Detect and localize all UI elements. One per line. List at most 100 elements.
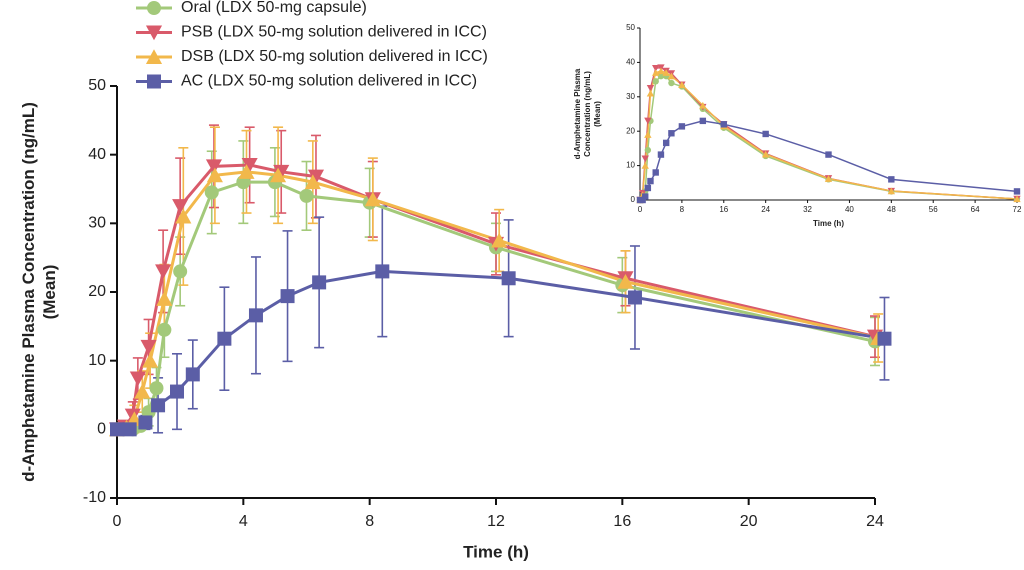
- marker: [646, 89, 655, 97]
- legend-marker: [145, 49, 163, 64]
- y-axis-label: d-Amphetamine Plasma: [573, 68, 582, 159]
- marker: [652, 78, 659, 85]
- y-tick-label: 20: [88, 283, 106, 300]
- series-line: [117, 269, 885, 431]
- marker: [652, 169, 659, 176]
- x-tick-label: 12: [487, 513, 505, 530]
- x-tick-label: 4: [239, 513, 248, 530]
- x-axis-label: Time (h): [813, 219, 844, 228]
- y-axis-label: (Mean): [593, 101, 602, 127]
- marker: [644, 131, 652, 138]
- y-tick-label: 40: [626, 58, 635, 67]
- marker: [134, 383, 151, 399]
- x-tick-label: 24: [761, 205, 770, 214]
- y-tick-label: 50: [88, 77, 106, 94]
- marker: [142, 352, 159, 368]
- marker: [129, 371, 146, 387]
- y-tick-label: 50: [626, 23, 635, 32]
- legend-marker: [147, 74, 161, 89]
- marker: [662, 69, 670, 76]
- marker: [173, 264, 188, 279]
- marker: [155, 264, 172, 280]
- marker: [307, 169, 325, 185]
- marker: [238, 164, 255, 179]
- y-tick-label: 10: [626, 161, 635, 170]
- legend-label: AC (LDX 50-mg solution delivered in ICC): [181, 73, 477, 90]
- x-tick-label: 24: [866, 513, 884, 530]
- marker: [825, 151, 832, 158]
- marker: [156, 291, 173, 306]
- marker: [206, 167, 223, 183]
- y-tick-label: 20: [626, 126, 635, 135]
- x-tick-label: 20: [740, 513, 758, 530]
- legend-marker: [147, 1, 161, 15]
- x-tick-label: 0: [113, 513, 122, 530]
- x-tick-label: 56: [929, 205, 938, 214]
- y-tick-label: 40: [88, 146, 106, 163]
- marker: [175, 208, 192, 224]
- marker: [641, 155, 649, 163]
- legend-label: Oral (LDX 50-mg capsule): [181, 0, 367, 16]
- marker: [877, 331, 892, 346]
- legend-label: PSB (LDX 50-mg solution delivered in ICC…: [181, 24, 487, 41]
- marker: [248, 308, 263, 323]
- marker: [644, 117, 652, 125]
- legend-marker: [145, 25, 163, 41]
- marker: [662, 139, 670, 147]
- marker: [699, 117, 707, 125]
- marker: [762, 130, 769, 138]
- marker: [110, 422, 124, 437]
- marker: [646, 85, 655, 92]
- x-tick-label: 64: [971, 205, 980, 214]
- marker: [652, 65, 660, 72]
- marker: [647, 177, 654, 185]
- y-tick-label: 0: [631, 195, 636, 204]
- marker: [273, 164, 290, 180]
- series-line: [640, 75, 1018, 201]
- marker: [668, 79, 675, 87]
- marker: [170, 384, 185, 399]
- marker: [140, 339, 157, 355]
- marker: [312, 275, 327, 290]
- marker: [627, 290, 642, 305]
- marker: [644, 184, 652, 192]
- x-tick-label: 32: [803, 205, 812, 214]
- marker: [185, 367, 200, 382]
- marker: [241, 157, 258, 173]
- marker: [639, 196, 646, 204]
- marker: [617, 274, 634, 289]
- y-axis-label: Concentration (ng/mL): [583, 71, 592, 157]
- marker: [149, 381, 164, 396]
- x-tick-label: 72: [1013, 205, 1022, 214]
- marker: [157, 322, 172, 337]
- marker: [887, 187, 896, 195]
- marker: [172, 199, 189, 214]
- marker: [138, 415, 153, 430]
- marker: [1013, 188, 1021, 195]
- marker: [641, 162, 649, 169]
- y-tick-label: 30: [88, 215, 106, 232]
- marker: [270, 167, 287, 183]
- x-tick-label: 8: [365, 513, 374, 530]
- x-axis-label: Time (h): [463, 542, 529, 561]
- marker: [1013, 195, 1021, 203]
- marker: [657, 72, 665, 80]
- marker: [667, 72, 676, 80]
- x-tick-label: 8: [680, 205, 685, 214]
- x-tick-label: 0: [638, 205, 643, 214]
- marker: [644, 146, 652, 154]
- marker: [720, 121, 727, 128]
- marker: [364, 191, 381, 207]
- x-tick-label: 40: [845, 205, 854, 214]
- marker: [217, 331, 232, 346]
- y-tick-label: -10: [83, 489, 106, 506]
- marker: [657, 151, 665, 158]
- marker: [280, 289, 295, 304]
- marker: [888, 176, 895, 183]
- marker: [761, 150, 770, 158]
- marker: [652, 69, 660, 76]
- y-tick-label: 30: [626, 92, 635, 101]
- marker: [824, 175, 833, 182]
- marker: [205, 159, 223, 175]
